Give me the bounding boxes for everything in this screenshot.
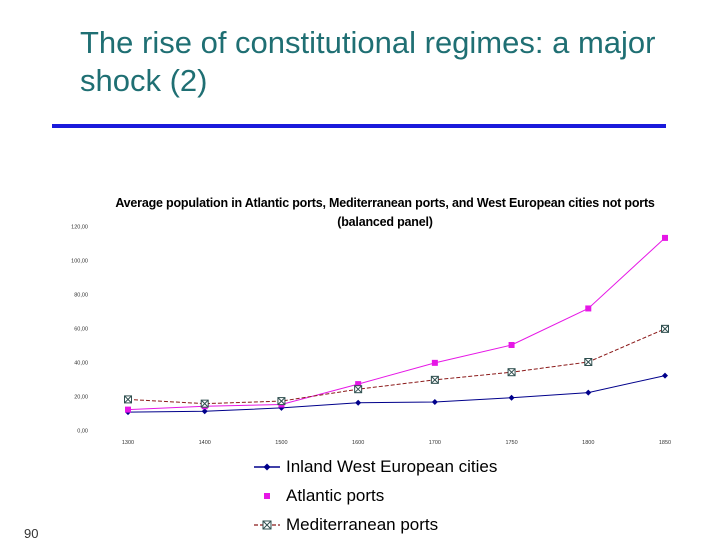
data-point (662, 372, 668, 379)
data-point (431, 398, 438, 405)
legend-item: Inland West European cities (254, 452, 497, 481)
data-point (662, 234, 668, 241)
data-point (585, 305, 592, 312)
x-tick-label: 1500 (275, 440, 287, 446)
x-tick-label: 1300 (122, 440, 134, 446)
page-number: 90 (24, 526, 39, 541)
data-point (508, 394, 515, 401)
slide-title: The rise of constitutional regimes: a ma… (80, 25, 656, 98)
legend-item: Atlantic ports (254, 481, 497, 510)
data-point (431, 359, 438, 366)
legend-swatch-xbox (254, 520, 280, 529)
y-tick-label: 100,00 (71, 259, 88, 265)
x-tick-label: 1400 (199, 440, 211, 446)
legend-swatch-diamond (254, 463, 280, 470)
x-tick-label: 1800 (582, 440, 594, 446)
data-point (430, 375, 439, 384)
x-tick-label: 1750 (505, 440, 517, 446)
data-point (507, 368, 516, 377)
y-tick-label: 60,00 (74, 327, 88, 333)
data-point (355, 399, 362, 406)
legend-label: Atlantic ports (286, 485, 385, 505)
chart-title: Average population in Atlantic ports, Me… (115, 196, 655, 229)
data-point (124, 395, 132, 404)
data-point (277, 397, 286, 406)
title-rule (52, 124, 666, 128)
data-point (508, 342, 515, 348)
y-tick-label: 120,00 (71, 225, 88, 231)
legend-label: Mediterranean ports (286, 514, 439, 534)
data-point (354, 385, 363, 394)
x-tick-label: 1850 (659, 440, 671, 446)
legend-item: Mediterranean ports (254, 510, 497, 539)
x-tick-label: 1700 (429, 440, 441, 446)
y-tick-label: 0,00 (77, 429, 88, 435)
data-point (585, 389, 592, 396)
data-point (355, 381, 362, 388)
series-line (127, 237, 666, 411)
series-line (127, 375, 666, 413)
legend-swatch-square (264, 492, 270, 499)
data-point (200, 399, 209, 408)
x-tick-label: 1600 (352, 440, 364, 446)
data-point (584, 358, 593, 366)
y-tick-label: 20,00 (74, 395, 88, 401)
series-line (127, 328, 666, 405)
data-point (661, 324, 669, 333)
y-tick-label: 80,00 (74, 293, 88, 299)
data-point (201, 408, 208, 415)
legend-label: Inland West European cities (286, 456, 498, 476)
y-tick-label: 40,00 (74, 361, 88, 367)
chart-legend: Inland West European cities Atlantic por… (254, 452, 497, 539)
data-point (125, 406, 131, 413)
